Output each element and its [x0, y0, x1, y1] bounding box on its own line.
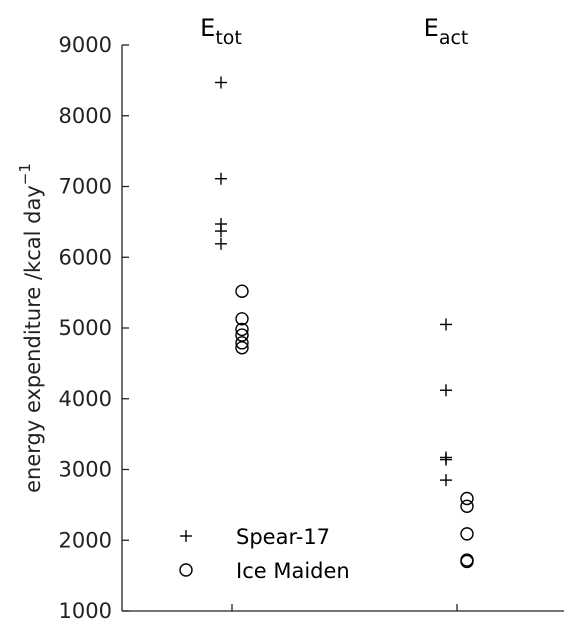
group-label-act: Eact	[424, 14, 469, 49]
x-ticks	[231, 604, 458, 611]
plus-point	[440, 318, 452, 331]
plus-point	[215, 172, 227, 185]
y-tick-label: 7000	[59, 175, 112, 199]
data-points	[215, 76, 474, 569]
plus-point	[440, 474, 452, 487]
plus-point	[440, 384, 452, 397]
group-label-main: E	[424, 14, 439, 42]
axes	[121, 45, 564, 612]
circle-point	[235, 284, 249, 298]
plus-point	[440, 453, 452, 466]
circle-point	[460, 554, 474, 569]
circle-point	[460, 527, 474, 541]
circle-point	[235, 328, 249, 342]
group-label-tot: Etot	[200, 14, 242, 49]
circle-point	[235, 341, 249, 355]
y-tick-label: 4000	[59, 387, 112, 411]
circle-point	[235, 322, 249, 337]
y-tick-label: 9000	[59, 33, 112, 57]
plus-point	[215, 225, 227, 238]
circle-point	[460, 491, 474, 506]
y-tick-label: 5000	[59, 316, 112, 340]
legend-plus-marker	[180, 530, 192, 542]
circle-point	[235, 312, 249, 326]
y-tick-label: 8000	[59, 104, 112, 128]
group-label-main: E	[200, 14, 215, 42]
y-tick-label: 1000	[59, 599, 112, 620]
legend: Spear-17 Ice Maiden	[179, 525, 350, 583]
plus-point	[215, 237, 227, 250]
circle-point	[460, 499, 474, 513]
y-axis-label-text: energy expenditure /kcal day	[21, 185, 45, 493]
group-label-subscript: act	[439, 27, 469, 49]
y-axis-label: energy expenditure /kcal day−1	[16, 163, 45, 493]
group-label-subscript: tot	[215, 27, 242, 49]
plus-point	[215, 76, 227, 89]
circle-point	[235, 336, 249, 350]
y-tick-label: 6000	[59, 245, 112, 269]
y-ticks: 1000 2000 3000 4000 5000 6000 7000 8000 9000	[59, 33, 129, 620]
group-labels: Etot Eact	[200, 14, 468, 49]
y-tick-label: 3000	[59, 458, 112, 482]
legend-circle-marker	[179, 563, 193, 577]
legend-label: Spear-17	[236, 525, 330, 549]
y-tick-label: 2000	[59, 528, 112, 552]
y-axis-label-superscript: −1	[16, 163, 34, 185]
legend-label: Ice Maiden	[236, 559, 350, 583]
